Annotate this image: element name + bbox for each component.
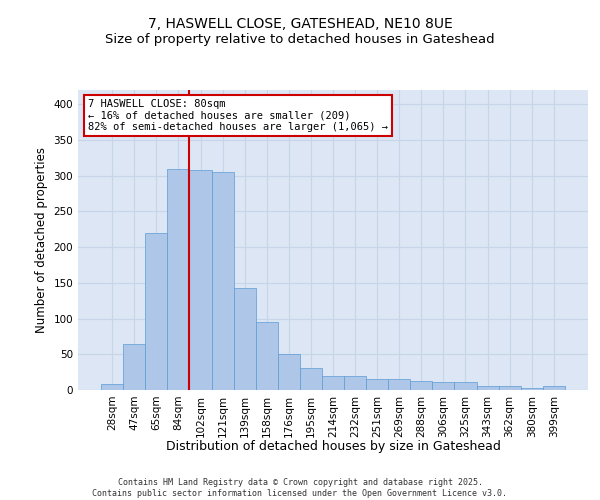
Bar (190, 170, 212, 390)
Bar (145, 233, 167, 390)
Bar (344, 376, 366, 390)
Bar (167, 168, 190, 390)
Bar (322, 376, 344, 390)
Bar (366, 380, 388, 390)
Bar (454, 382, 476, 390)
Bar (101, 384, 123, 390)
Bar (278, 354, 300, 390)
Bar (433, 382, 454, 390)
Bar (543, 386, 565, 390)
Bar (388, 380, 410, 390)
Text: 7 HASWELL CLOSE: 80sqm
← 16% of detached houses are smaller (209)
82% of semi-de: 7 HASWELL CLOSE: 80sqm ← 16% of detached… (88, 99, 388, 132)
Bar (300, 368, 322, 390)
X-axis label: Distribution of detached houses by size in Gateshead: Distribution of detached houses by size … (166, 440, 500, 453)
Text: Size of property relative to detached houses in Gateshead: Size of property relative to detached ho… (105, 32, 495, 46)
Text: 7, HASWELL CLOSE, GATESHEAD, NE10 8UE: 7, HASWELL CLOSE, GATESHEAD, NE10 8UE (148, 18, 452, 32)
Bar (499, 386, 521, 390)
Bar (476, 386, 499, 390)
Bar (410, 382, 433, 390)
Bar (212, 172, 233, 390)
Bar (256, 322, 278, 390)
Bar (123, 344, 145, 390)
Text: Contains HM Land Registry data © Crown copyright and database right 2025.
Contai: Contains HM Land Registry data © Crown c… (92, 478, 508, 498)
Y-axis label: Number of detached properties: Number of detached properties (35, 147, 48, 333)
Bar (521, 388, 543, 390)
Bar (233, 288, 256, 390)
